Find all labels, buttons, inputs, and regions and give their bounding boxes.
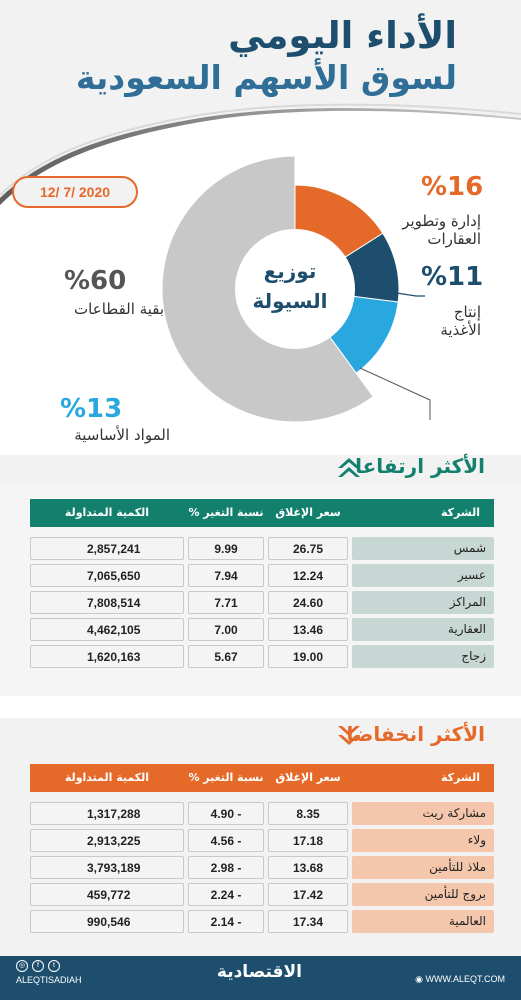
losers-table-header: الكمية المتداولة نسبة التغير % سعر الإغل… — [30, 764, 494, 792]
company-cell: زجاج — [352, 645, 494, 668]
gainers-table-header: الكمية المتداولة نسبة التغير % سعر الإغل… — [30, 499, 494, 527]
footer-social: ◎ f t ALEQTISADIAH — [16, 960, 82, 985]
header-volume: الكمية المتداولة — [64, 506, 150, 519]
company-cell: شمس — [352, 537, 494, 560]
table-row: 2,913,225 4.56 - 17.18 ولاء — [30, 829, 494, 852]
change-cell: 7.71 — [188, 591, 264, 614]
table-row: 2,857,241 9.99 26.75 شمس — [30, 537, 494, 560]
header-close: سعر الإغلاق — [275, 506, 341, 519]
company-cell: ولاء — [352, 829, 494, 852]
volume-cell: 7,065,650 — [30, 564, 184, 587]
pie-center-line1: توزيع — [263, 259, 317, 283]
gainers-title: الأكثر ارتفاعا — [355, 454, 485, 478]
page-subtitle: لسوق الأسهم السعودية — [75, 58, 457, 97]
change-cell: 7.00 — [188, 618, 264, 641]
close-cell: 17.42 — [268, 883, 348, 906]
volume-cell: 1,317,288 — [30, 802, 184, 825]
close-cell: 17.34 — [268, 910, 348, 933]
slice-label-food: إنتاج الأغذية — [440, 303, 481, 339]
slice-label-others: بقية القطاعات — [74, 300, 164, 318]
company-cell: بروج للتأمين — [352, 883, 494, 906]
close-cell: 24.60 — [268, 591, 348, 614]
change-cell: 4.90 - — [188, 802, 264, 825]
header-company: الشركة — [440, 506, 480, 519]
losers-title: الأكثر انخفاضا — [346, 722, 485, 746]
header-company: الشركة — [440, 771, 480, 784]
close-cell: 26.75 — [268, 537, 348, 560]
table-row: 1,620,163 5.67 19.00 زجاج — [30, 645, 494, 668]
company-cell: العقارية — [352, 618, 494, 641]
volume-cell: 2,913,225 — [30, 829, 184, 852]
facebook-icon[interactable]: f — [32, 960, 44, 972]
double-chevron-up-icon — [338, 458, 360, 477]
table-row: 990,546 2.14 - 17.34 العالمية — [30, 910, 494, 933]
slice-label-real-estate: إدارة وتطوير العقارات — [402, 212, 481, 248]
change-cell: 2.24 - — [188, 883, 264, 906]
pie-center-label: توزيع السيولة — [234, 256, 346, 316]
table-row: 4,462,105 7.00 13.46 العقارية — [30, 618, 494, 641]
header-change: نسبة التغير % — [188, 771, 264, 784]
double-chevron-down-icon — [338, 726, 360, 745]
table-row: 7,065,650 7.94 12.24 عسير — [30, 564, 494, 587]
slice-pct-materials: %13 — [60, 394, 123, 424]
footer-handle[interactable]: ALEQTISADIAH — [16, 975, 82, 985]
slice-label-materials: المواد الأساسية — [74, 426, 170, 444]
company-cell: المراكز — [352, 591, 494, 614]
liquidity-pie-chart — [161, 155, 400, 423]
company-cell: عسير — [352, 564, 494, 587]
volume-cell: 459,772 — [30, 883, 184, 906]
volume-cell: 990,546 — [30, 910, 184, 933]
header-change: نسبة التغير % — [188, 506, 264, 519]
date-badge: 12/ 7/ 2020 — [12, 176, 138, 208]
close-cell: 13.46 — [268, 618, 348, 641]
header-close: سعر الإغلاق — [275, 771, 341, 784]
slice-pct-others: %60 — [64, 266, 127, 296]
company-cell: ملاذ للتأمين — [352, 856, 494, 879]
slice-pct-real-estate: %16 — [421, 172, 484, 202]
pie-center-line2: السيولة — [252, 289, 328, 313]
change-cell: 7.94 — [188, 564, 264, 587]
table-row: 459,772 2.24 - 17.42 بروج للتأمين — [30, 883, 494, 906]
footer-logo: الاقتصادية — [216, 962, 302, 982]
close-cell: 19.00 — [268, 645, 348, 668]
footer-website[interactable]: ◉ WWW.ALEQT.COM — [415, 974, 505, 984]
close-cell: 8.35 — [268, 802, 348, 825]
slice-pct-food: %11 — [421, 262, 484, 292]
close-cell: 13.68 — [268, 856, 348, 879]
change-cell: 2.98 - — [188, 856, 264, 879]
company-cell: العالمية — [352, 910, 494, 933]
table-row: 1,317,288 4.90 - 8.35 مشاركة ريت — [30, 802, 494, 825]
volume-cell: 3,793,189 — [30, 856, 184, 879]
volume-cell: 7,808,514 — [30, 591, 184, 614]
pie-center-hole — [235, 229, 355, 349]
page-title: الأداء اليومي — [228, 14, 457, 57]
footer-bar — [0, 956, 521, 1000]
change-cell: 4.56 - — [188, 829, 264, 852]
table-row: 7,808,514 7.71 24.60 المراكز — [30, 591, 494, 614]
table-row: 3,793,189 2.98 - 13.68 ملاذ للتأمين — [30, 856, 494, 879]
volume-cell: 1,620,163 — [30, 645, 184, 668]
change-cell: 2.14 - — [188, 910, 264, 933]
close-cell: 12.24 — [268, 564, 348, 587]
header-volume: الكمية المتداولة — [64, 771, 150, 784]
globe-icon: ◉ — [415, 974, 423, 984]
close-cell: 17.18 — [268, 829, 348, 852]
change-cell: 5.67 — [188, 645, 264, 668]
company-cell: مشاركة ريت — [352, 802, 494, 825]
change-cell: 9.99 — [188, 537, 264, 560]
volume-cell: 2,857,241 — [30, 537, 184, 560]
twitter-icon[interactable]: t — [48, 960, 60, 972]
instagram-icon[interactable]: ◎ — [16, 960, 28, 972]
volume-cell: 4,462,105 — [30, 618, 184, 641]
label-connectors — [359, 291, 431, 420]
